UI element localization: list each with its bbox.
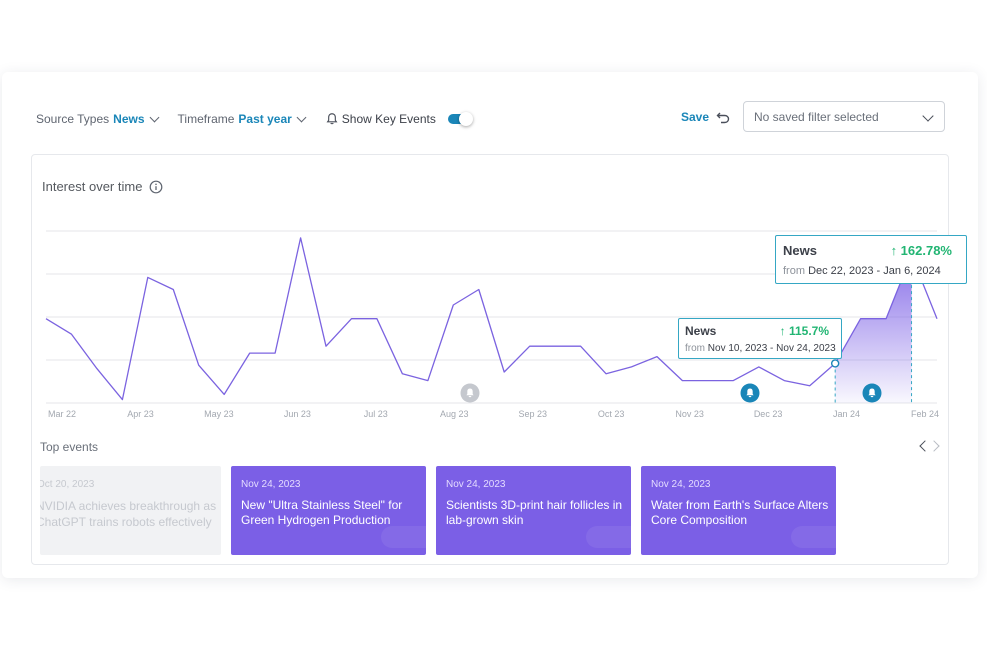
timeframe-value: Past year xyxy=(238,112,292,126)
event-date: Oct 20, 2023 xyxy=(40,479,95,490)
x-tick-label: Nov 23 xyxy=(675,409,704,419)
tooltip-date-range: Dec 22, 2023 - Jan 6, 2024 xyxy=(808,265,941,277)
x-tick-label: Jul 23 xyxy=(364,409,388,419)
timeframe-label: Timeframe xyxy=(177,112,235,126)
tooltip-date-range: Nov 10, 2023 - Nov 24, 2023 xyxy=(707,343,836,354)
x-tick-label: Apr 23 xyxy=(127,409,154,419)
x-tick-label: Aug 23 xyxy=(440,409,469,419)
panel-title-group: Interest over time xyxy=(42,179,163,194)
card-decoration xyxy=(586,526,631,548)
highlight-area xyxy=(835,255,912,403)
tooltip-range-row: from Dec 22, 2023 - Jan 6, 2024 xyxy=(783,265,941,277)
source-types-filter[interactable]: Source Types News xyxy=(36,112,159,126)
series-line xyxy=(45,237,938,401)
tooltip-change: ↑ 162.78% xyxy=(890,243,952,258)
key-event-marker[interactable] xyxy=(740,383,760,403)
source-types-label: Source Types xyxy=(36,112,110,126)
key-events-toggle-group[interactable]: Show Key Events xyxy=(325,112,473,126)
event-card[interactable]: Nov 24, 2023 Scientists 3D-print hair fo… xyxy=(436,466,631,555)
tooltip-from-label: from xyxy=(685,343,705,354)
event-title: Scientists 3D-print hair follicles in la… xyxy=(446,498,623,527)
x-tick-label: May 23 xyxy=(204,409,234,419)
info-icon[interactable] xyxy=(149,180,163,194)
saved-filter-placeholder: No saved filter selected xyxy=(754,110,879,124)
x-tick-label: Feb 24 xyxy=(911,409,939,419)
key-event-marker[interactable] xyxy=(862,383,882,403)
tooltip-range-row: from Nov 10, 2023 - Nov 24, 2023 xyxy=(685,343,836,354)
x-axis-ticks: Mar 22 Apr 23 May 23 Jun 23 Jul 23 Aug 23 Sep … xyxy=(48,409,939,419)
highlight-tooltip-nov: News ↑ 115.7% from Nov 10, 2023 - Nov 24… xyxy=(678,318,842,359)
event-title: New "Ultra Stainless Steel" for Green Hy… xyxy=(241,498,403,527)
event-date: Nov 24, 2023 xyxy=(241,479,301,490)
event-card[interactable]: Oct 20, 2023 NVIDIA achieves breakthroug… xyxy=(40,466,221,555)
x-tick-label: Jun 23 xyxy=(284,409,311,419)
tooltip-series-name: News xyxy=(685,324,717,338)
x-tick-label: Sep 23 xyxy=(518,409,547,419)
key-event-marker[interactable] xyxy=(460,383,480,403)
event-date: Nov 24, 2023 xyxy=(446,479,506,490)
x-tick-label: Oct 23 xyxy=(598,409,625,419)
event-title: Water from Earth's Surface Alters Core C… xyxy=(651,498,829,527)
highlight-point xyxy=(830,359,840,368)
bell-icon xyxy=(326,113,338,125)
panel-title: Interest over time xyxy=(42,179,143,194)
source-types-value: News xyxy=(113,112,145,126)
filter-toolbar: Source Types News Timeframe Past year Sh… xyxy=(36,110,490,128)
x-tick-label: Mar 22 xyxy=(48,409,76,419)
event-date: Nov 24, 2023 xyxy=(651,479,711,490)
key-event-markers xyxy=(460,383,882,403)
x-tick-label: Jan 24 xyxy=(833,409,860,419)
undo-icon[interactable] xyxy=(715,109,731,125)
tooltip-from-label: from xyxy=(783,265,805,277)
key-events-label: Show Key Events xyxy=(341,112,436,126)
save-button[interactable]: Save xyxy=(681,110,710,124)
tooltip-series-name: News xyxy=(783,243,817,258)
event-card[interactable]: Nov 24, 2023 New "Ultra Stainless Steel"… xyxy=(231,466,426,555)
card-decoration xyxy=(381,526,426,548)
saved-filter-select[interactable]: No saved filter selected xyxy=(743,101,945,132)
key-events-toggle[interactable] xyxy=(447,112,473,126)
tooltip-change: ↑ 115.7% xyxy=(779,324,829,338)
timeframe-filter[interactable]: Timeframe Past year xyxy=(177,112,307,126)
highlight-tooltip-dec: News ↑ 162.78% from Dec 22, 2023 - Jan 6… xyxy=(775,235,967,284)
card-decoration xyxy=(791,526,836,548)
x-tick-label: Dec 23 xyxy=(754,409,783,419)
event-title: NVIDIA achieves breakthrough as ChatGPT … xyxy=(40,499,217,529)
event-card[interactable]: Nov 24, 2023 Water from Earth's Surface … xyxy=(641,466,836,555)
toggle-knob xyxy=(458,112,473,126)
chart-panel xyxy=(31,154,949,565)
top-events-title: Top events xyxy=(40,440,99,454)
